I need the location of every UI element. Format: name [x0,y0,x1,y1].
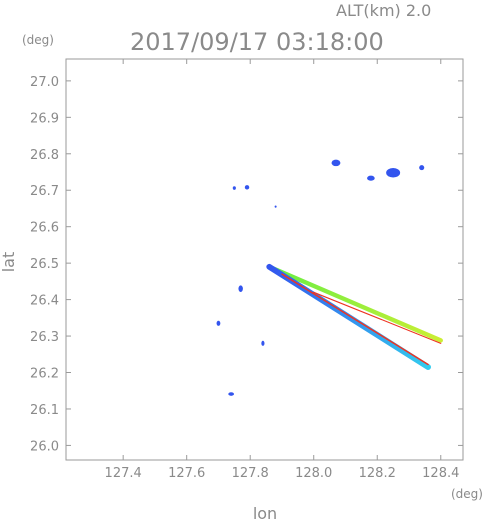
echo-blob [232,186,236,190]
x-tick-label: 128.2 [359,466,396,481]
y-tick-label: 26.1 [30,403,59,418]
echo-streak [267,264,443,343]
echo-blob [274,205,277,208]
echo-blob [216,320,221,326]
echo-blob [228,392,235,396]
x-unit-label: (deg) [451,487,483,501]
y-tick-label: 26.9 [30,111,59,126]
y-tick-label: 26.4 [30,294,59,309]
echo-streak [281,273,429,366]
y-tick-label: 26.6 [30,221,59,236]
echo-blob [244,185,250,190]
x-tick-label: 127.6 [168,466,205,481]
altitude-label: ALT(km) 2.0 [336,1,431,20]
y-tick-label: 26.8 [30,148,59,163]
echo-blob [261,340,265,346]
echo-blob [331,159,341,167]
y-tick-label: 26.5 [30,257,59,272]
y-unit-label: (deg) [22,33,54,47]
echo-blob [238,285,243,292]
x-tick-label: 128.4 [422,466,459,481]
echo-streak [266,263,431,370]
x-tick-label: 127.4 [105,466,142,481]
echo-blob [367,175,375,181]
plot-frame [65,58,464,461]
y-tick-label: 26.3 [30,330,59,345]
axis-ticks: 127.4 127.6 127.8 128.0 128.2 128.4 26.0 26.1 26… [30,59,463,481]
datetime-title: 2017/09/17 03:18:00 [130,28,384,56]
x-tick-label: 128.0 [295,466,332,481]
x-tick-label: 127.8 [232,466,269,481]
y-tick-label: 26.2 [30,367,59,382]
y-axis-label: lat [0,252,18,273]
plot-marks [216,159,443,396]
echo-streak [313,291,442,344]
y-tick-label: 26.0 [30,439,59,454]
echo-blob [386,167,401,178]
echo-blob [419,165,425,171]
y-tick-label: 27.0 [30,75,59,90]
y-tick-label: 26.7 [30,184,59,199]
x-axis-label: lon [253,504,277,521]
